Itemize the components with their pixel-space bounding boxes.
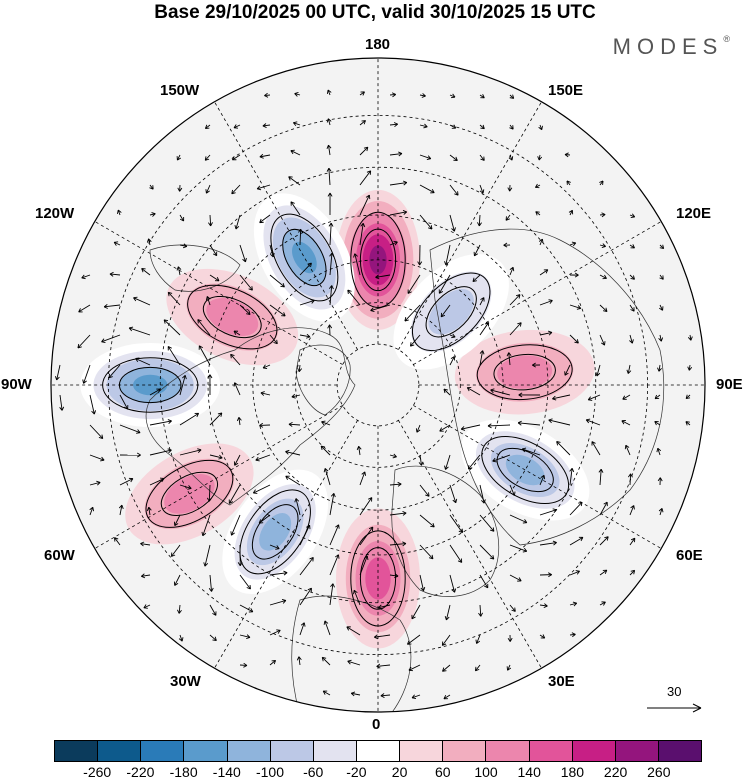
lon-label-30w: 30W — [170, 673, 201, 690]
colorbar-tick-label: 100 — [474, 764, 497, 780]
colorbar-swatch — [443, 741, 486, 761]
reference-vector: 30 — [645, 690, 705, 714]
colorbar-swatch — [314, 741, 357, 761]
colorbar-swatch — [228, 741, 271, 761]
lon-label-180: 180 — [365, 36, 390, 53]
colorbar-swatch — [98, 741, 141, 761]
colorbar-swatch — [573, 741, 616, 761]
colorbar-ticks: -260 -220 -180 -140 -100 -60 -20 20 60 100 140 180 2… — [0, 764, 750, 784]
colorbar-swatch — [486, 741, 529, 761]
colorbar-tick-label: -140 — [213, 764, 241, 780]
colorbar-swatch — [357, 741, 400, 761]
colorbar-swatch — [55, 741, 98, 761]
colorbar-swatch — [530, 741, 573, 761]
colorbar-swatch — [400, 741, 443, 761]
colorbar-tick-label: 140 — [518, 764, 541, 780]
lon-label-150w: 150W — [160, 82, 199, 99]
lon-label-120w: 120W — [35, 205, 74, 222]
colorbar-tick-label: -100 — [256, 764, 284, 780]
colorbar — [54, 740, 702, 762]
colorbar-tick-label: 60 — [435, 764, 451, 780]
colorbar-swatch — [616, 741, 659, 761]
colorbar-swatch — [659, 741, 701, 761]
colorbar-tick-label: 220 — [604, 764, 627, 780]
colorbar-tick-label: -180 — [170, 764, 198, 780]
colorbar-tick-label: 260 — [647, 764, 670, 780]
lon-label-90e: 90E — [716, 376, 743, 393]
lon-label-60w: 60W — [44, 547, 75, 564]
colorbar-swatch — [271, 741, 314, 761]
colorbar-tick-label: -260 — [83, 764, 111, 780]
lon-label-90w: 90W — [1, 376, 32, 393]
colorbar-tick-label: -60 — [303, 764, 323, 780]
lon-label-30e: 30E — [548, 673, 575, 690]
colorbar-tick-label: -220 — [126, 764, 154, 780]
colorbar-tick-label: -20 — [346, 764, 366, 780]
lon-label-0: 0 — [372, 716, 380, 733]
colorbar-tick-label: 180 — [561, 764, 584, 780]
colorbar-swatch — [141, 741, 184, 761]
lon-label-60e: 60E — [676, 547, 703, 564]
lon-label-150e: 150E — [548, 82, 583, 99]
lon-label-120e: 120E — [676, 205, 711, 222]
colorbar-tick-label: 20 — [392, 764, 408, 780]
colorbar-swatch — [184, 741, 227, 761]
